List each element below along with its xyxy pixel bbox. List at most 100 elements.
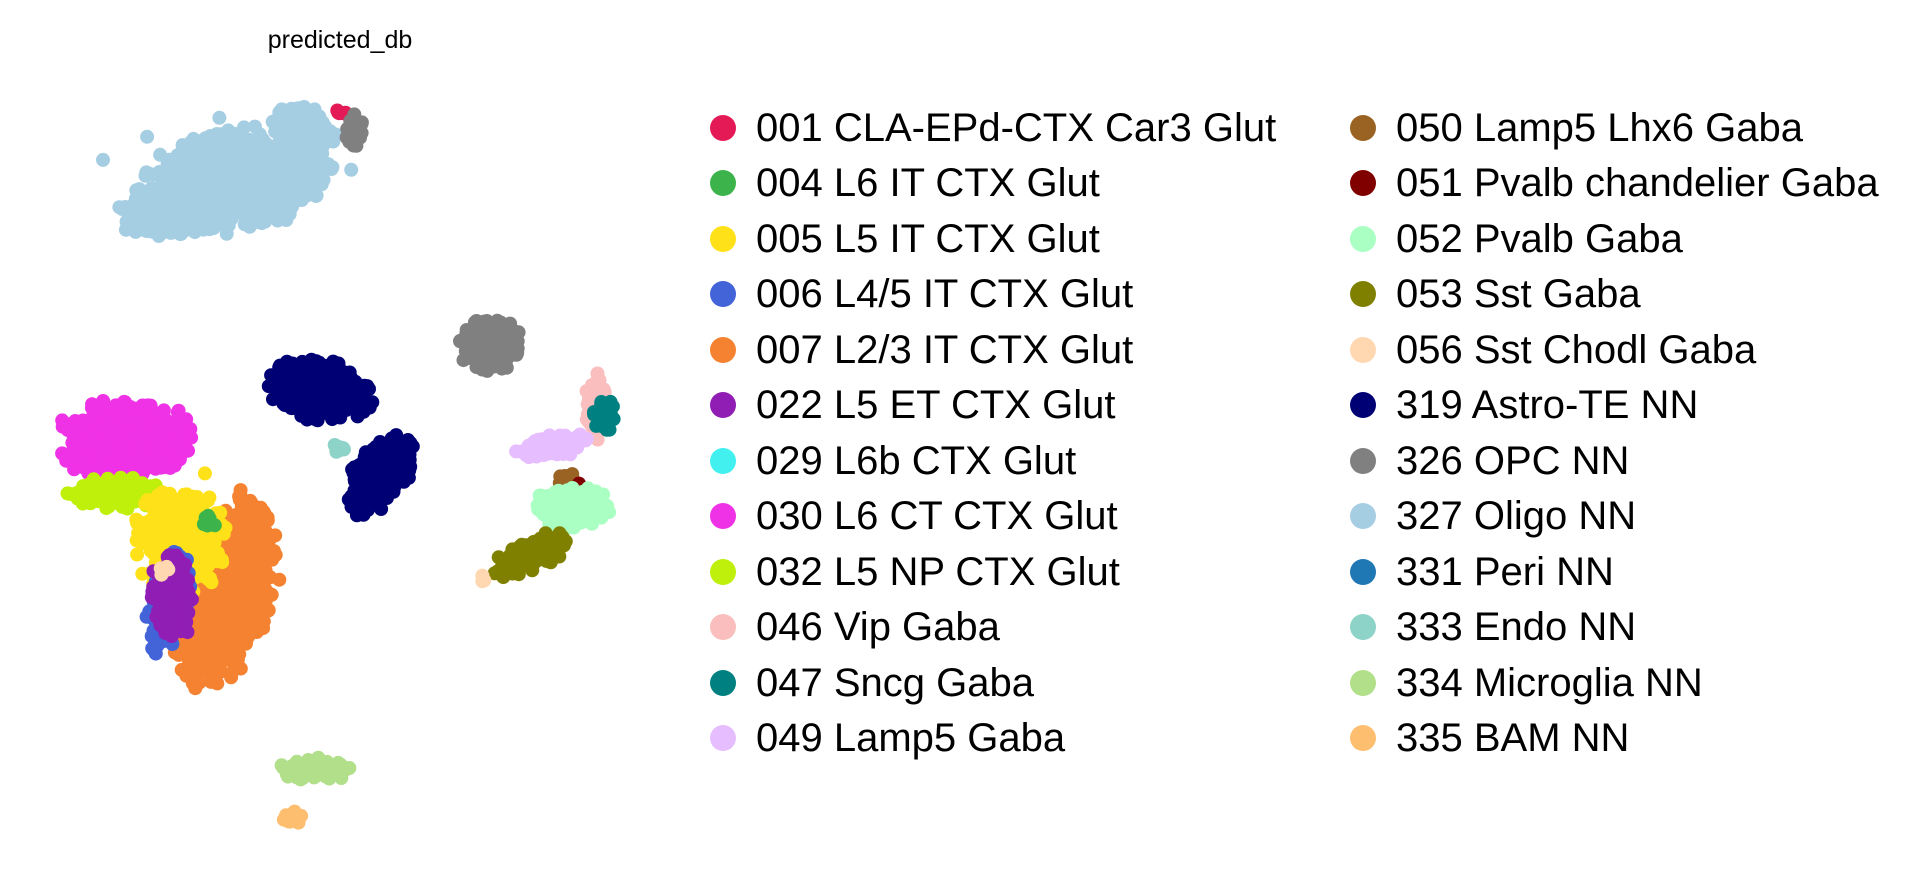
scatter-point bbox=[365, 395, 380, 410]
scatter-point bbox=[103, 444, 118, 459]
legend-item: 004 L6 IT CTX Glut bbox=[700, 156, 1340, 212]
scatter-point bbox=[141, 166, 156, 181]
scatter-point bbox=[174, 446, 189, 461]
scatter-point bbox=[86, 482, 101, 497]
scatter-point bbox=[235, 627, 250, 642]
scatter-point bbox=[252, 546, 267, 561]
scatter-point bbox=[212, 110, 227, 125]
scatter-point bbox=[147, 193, 162, 207]
scatter-point bbox=[125, 205, 139, 220]
scatter-point bbox=[149, 610, 164, 624]
scatter-point bbox=[55, 419, 70, 434]
scatter-point bbox=[238, 614, 253, 628]
legend: 001 CLA-EPd-CTX Car3 Glut 004 L6 IT CTX G… bbox=[700, 100, 1930, 766]
scatter-point bbox=[296, 770, 311, 785]
legend-label: 333 Endo NN bbox=[1396, 605, 1637, 650]
scatter-point bbox=[297, 180, 312, 195]
scatter-point bbox=[498, 355, 513, 370]
scatter-point bbox=[229, 138, 244, 153]
scatter-point bbox=[120, 476, 135, 491]
scatter-point bbox=[240, 539, 255, 554]
scatter-point bbox=[203, 554, 217, 569]
scatter-point bbox=[369, 443, 384, 457]
legend-item: 319 Astro-TE NN bbox=[1340, 378, 1930, 434]
scatter-point bbox=[154, 567, 169, 582]
scatter-point bbox=[284, 103, 299, 118]
legend-item: 331 Peri NN bbox=[1340, 544, 1930, 600]
scatter-point bbox=[186, 538, 201, 553]
scatter-point bbox=[163, 197, 178, 212]
legend-label: 051 Pvalb chandelier Gaba bbox=[1396, 161, 1879, 206]
scatter-point bbox=[179, 668, 194, 683]
scatter-point bbox=[180, 513, 195, 528]
scatter-point bbox=[505, 566, 520, 581]
scatter-point bbox=[135, 439, 149, 454]
legend-label: 004 L6 IT CTX Glut bbox=[756, 161, 1100, 206]
legend-marker bbox=[710, 503, 736, 530]
cluster-points bbox=[112, 186, 232, 243]
scatter-point bbox=[248, 560, 263, 575]
scatter-point bbox=[227, 657, 242, 672]
umap-scatter-plot bbox=[55, 100, 621, 830]
legend-item: 326 OPC NN bbox=[1340, 433, 1930, 489]
legend-label: 001 CLA-EPd-CTX Car3 Glut bbox=[756, 105, 1277, 150]
scatter-point bbox=[91, 453, 106, 468]
scatter-point bbox=[279, 396, 294, 411]
legend-marker bbox=[1350, 336, 1376, 363]
scatter-point bbox=[190, 490, 204, 504]
scatter-point bbox=[325, 394, 340, 409]
legend-label: 327 Oligo NN bbox=[1396, 494, 1637, 539]
legend-label: 032 L5 NP CTX Glut bbox=[756, 549, 1120, 594]
scatter-point bbox=[319, 161, 334, 176]
legend-item: 333 Endo NN bbox=[1340, 600, 1930, 656]
scatter-point bbox=[456, 353, 471, 368]
scatter-point bbox=[541, 507, 556, 522]
legend-marker bbox=[1350, 614, 1376, 641]
scatter-point bbox=[383, 472, 398, 487]
scatter-point bbox=[297, 146, 312, 161]
scatter-point bbox=[261, 603, 276, 618]
legend-item: 052 Pvalb Gaba bbox=[1340, 211, 1930, 267]
legend-label: 052 Pvalb Gaba bbox=[1396, 216, 1683, 261]
cluster-points bbox=[530, 481, 617, 535]
scatter-point bbox=[130, 547, 145, 562]
legend-item: 030 L6 CT CTX Glut bbox=[700, 489, 1340, 545]
legend-marker bbox=[710, 281, 736, 308]
scatter-point bbox=[233, 200, 248, 215]
scatter-point bbox=[213, 505, 228, 520]
scatter-point bbox=[202, 490, 217, 505]
scatter-point bbox=[397, 444, 412, 459]
scatter-point bbox=[346, 114, 361, 129]
cluster-points bbox=[153, 559, 176, 582]
scatter-point bbox=[279, 767, 294, 782]
scatter-point bbox=[109, 483, 124, 497]
cluster-points bbox=[327, 438, 351, 459]
scatter-point bbox=[116, 451, 131, 466]
scatter-point bbox=[336, 441, 351, 456]
legend-label: 049 Lamp5 Gaba bbox=[756, 716, 1066, 761]
scatter-point bbox=[192, 178, 207, 193]
legend-marker bbox=[710, 170, 736, 197]
legend-marker bbox=[1350, 170, 1376, 197]
scatter-point bbox=[334, 771, 349, 785]
scatter-point bbox=[232, 647, 247, 662]
legend-marker bbox=[1350, 447, 1376, 474]
chart-title: predicted_db bbox=[267, 26, 413, 54]
scatter-point bbox=[265, 167, 280, 182]
scatter-point bbox=[115, 415, 130, 430]
scatter-point bbox=[298, 382, 313, 397]
scatter-point bbox=[236, 593, 251, 608]
scatter-point bbox=[147, 503, 161, 518]
scatter-point bbox=[69, 452, 83, 467]
legend-item: 056 Sst Chodl Gaba bbox=[1340, 322, 1930, 378]
scatter-point bbox=[275, 382, 290, 397]
scatter-point bbox=[602, 505, 617, 520]
scatter-point bbox=[487, 350, 501, 365]
legend-item: 032 L5 NP CTX Glut bbox=[700, 544, 1340, 600]
legend-marker bbox=[710, 225, 736, 252]
scatter-point bbox=[188, 162, 203, 177]
scatter-point bbox=[573, 427, 587, 442]
legend-marker bbox=[710, 114, 736, 141]
scatter-point bbox=[210, 207, 224, 222]
legend-label: 334 Microglia NN bbox=[1396, 660, 1703, 705]
